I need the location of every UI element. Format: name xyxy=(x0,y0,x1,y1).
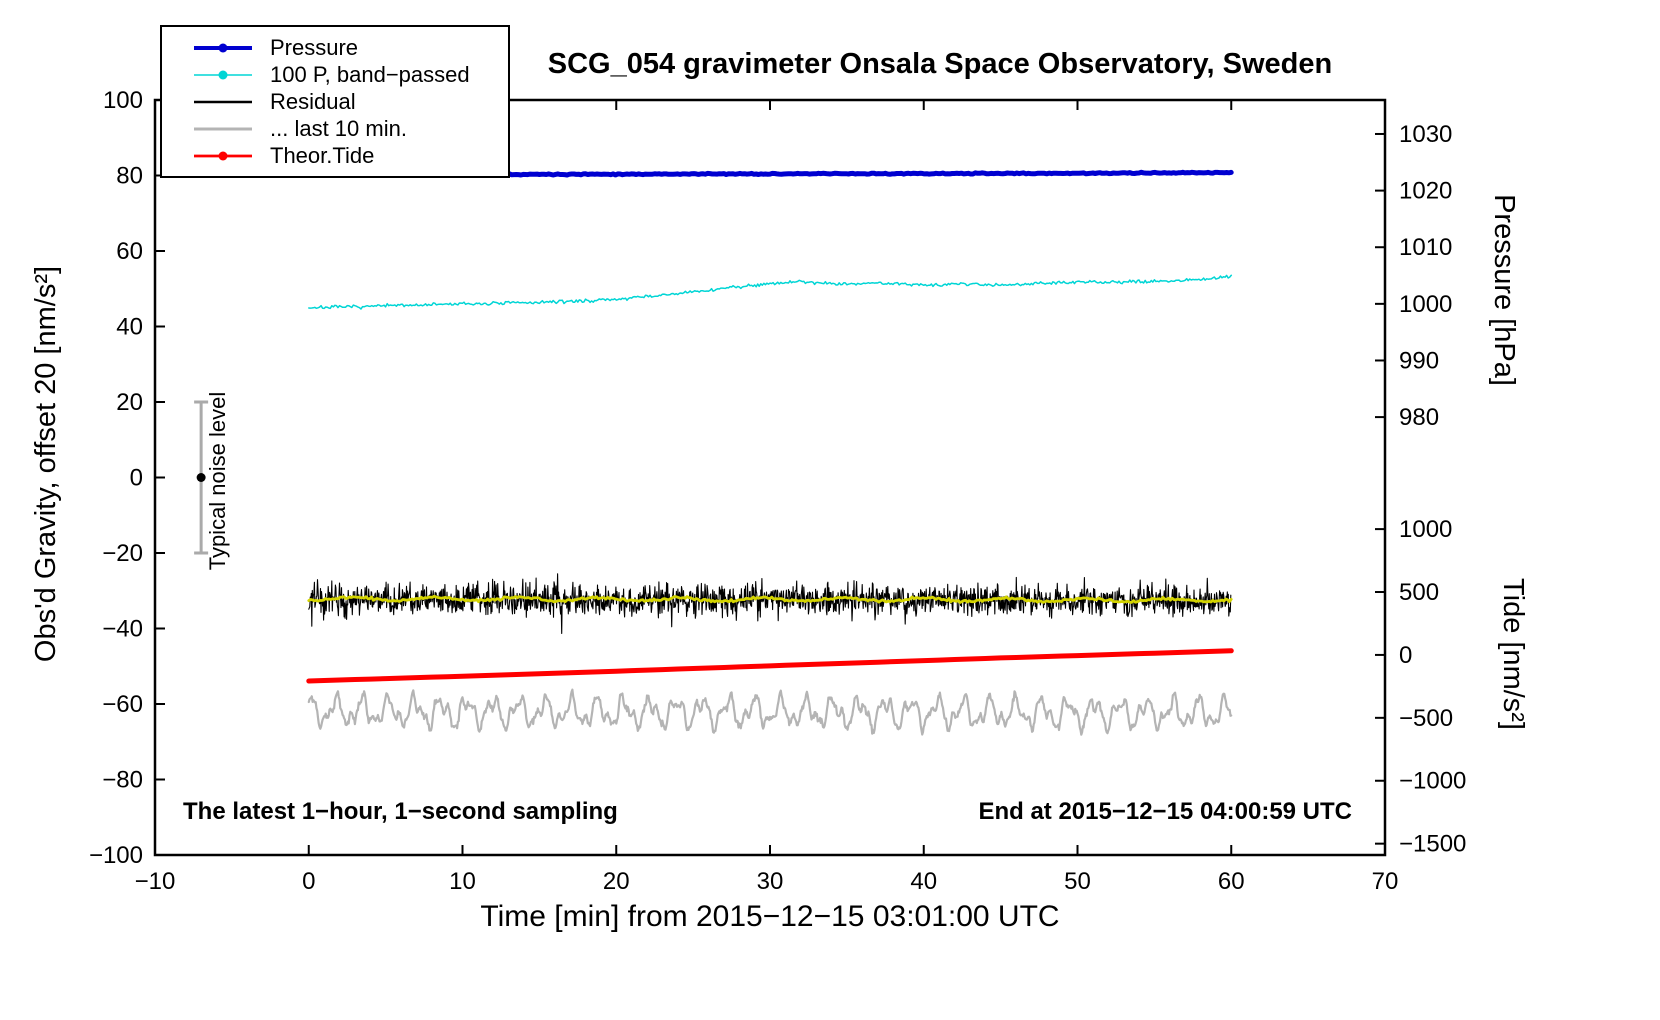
y-tick-label-pressure: 1030 xyxy=(1399,121,1452,148)
legend-label: Residual xyxy=(270,89,356,114)
y-tick-label-gravity: −100 xyxy=(89,842,143,869)
band-passed-line-swatch-icon xyxy=(194,70,252,79)
y-tick-label-gravity: 0 xyxy=(130,465,143,492)
legend-label: 100 P, band−passed xyxy=(270,62,470,87)
y-tick-label-tide: 500 xyxy=(1399,579,1439,606)
y-tick-label-gravity: −80 xyxy=(102,767,143,794)
chart-title: SCG_054 gravimeter Onsala Space Observat… xyxy=(547,48,1333,80)
y-tick-label-tide: −1000 xyxy=(1399,768,1466,795)
y-axis-label-gravity: Obs'd Gravity, offset 20 [nm/s²] xyxy=(30,265,62,663)
series-last-10-min xyxy=(307,688,1233,736)
series-residual-mean xyxy=(307,594,1233,604)
x-tick-label: 40 xyxy=(910,868,937,895)
series-theor-tide xyxy=(306,648,1234,684)
x-tick-label: 70 xyxy=(1372,868,1399,895)
pressure-line-swatch-icon xyxy=(194,43,252,52)
chart-legend: Pressure 100 P, band−passed Residual ...… xyxy=(160,25,510,178)
y-tick-label-tide: 0 xyxy=(1399,642,1412,669)
residual-line-swatch-icon xyxy=(194,100,252,103)
x-axis-label: Time [min] from 2015−12−15 03:01:00 UTC xyxy=(480,900,1060,933)
x-tick-label: 0 xyxy=(302,868,315,895)
x-tick-label: 60 xyxy=(1218,868,1245,895)
y-tick-label-gravity: 80 xyxy=(116,163,143,190)
x-tick-label: 50 xyxy=(1064,868,1091,895)
y-tick-label-pressure: 1010 xyxy=(1399,234,1452,261)
legend-label: Theor.Tide xyxy=(270,143,375,168)
legend-marker-dot xyxy=(218,151,228,160)
x-tick-label: 10 xyxy=(449,868,476,895)
legend-item-pressure: Pressure xyxy=(162,34,508,61)
legend-label: ... last 10 min. xyxy=(270,116,407,141)
series-residual xyxy=(308,573,1232,635)
y-axis-label-pressure: Pressure [hPa] xyxy=(1488,194,1520,386)
legend-item-theor-tide: Theor.Tide xyxy=(162,142,508,169)
plot-frame xyxy=(153,98,1387,857)
y-axis-label-tide: Tide [nm/s²] xyxy=(1497,577,1529,730)
y-tick-label-gravity: −40 xyxy=(102,616,143,643)
series-band-passed xyxy=(308,274,1233,310)
y-tick-label-pressure: 990 xyxy=(1399,347,1439,374)
legend-marker-dot xyxy=(218,43,228,52)
legend-item-last-10-min: ... last 10 min. xyxy=(162,115,508,142)
y-tick-label-gravity: −60 xyxy=(102,691,143,718)
x-tick-label: −10 xyxy=(135,868,176,895)
y-tick-label-gravity: 60 xyxy=(116,238,143,265)
y-tick-label-gravity: 100 xyxy=(103,87,143,114)
y-tick-label-pressure: 1000 xyxy=(1399,291,1452,318)
y-tick-label-pressure: 1020 xyxy=(1399,178,1452,205)
noise-bar-center-dot xyxy=(196,473,206,482)
y-tick-label-tide: −500 xyxy=(1399,705,1453,732)
y-tick-label-gravity: 20 xyxy=(116,389,143,416)
legend-item-residual: Residual xyxy=(162,88,508,115)
legend-item-band-passed: 100 P, band−passed xyxy=(162,61,508,88)
legend-label: Pressure xyxy=(270,35,359,60)
theor-tide-line-swatch-icon xyxy=(194,151,252,160)
x-tick-label: 20 xyxy=(603,868,630,895)
y-tick-label-tide: 1000 xyxy=(1399,516,1452,543)
sampling-note: The latest 1−hour, 1−second sampling xyxy=(183,798,618,825)
y-tick-label-gravity: 40 xyxy=(116,314,143,341)
last-10-min-line-swatch-icon xyxy=(194,127,252,130)
typical-noise-level-label: Typical noise level xyxy=(205,391,230,571)
y-tick-label-tide: −1500 xyxy=(1399,831,1466,858)
y-tick-label-gravity: −20 xyxy=(102,540,143,567)
y-tick-label-pressure: 980 xyxy=(1399,404,1439,431)
end-time-note: End at 2015−12−15 04:00:59 UTC xyxy=(978,798,1352,825)
legend-marker-dot xyxy=(218,70,228,79)
x-tick-label: 30 xyxy=(757,868,784,895)
